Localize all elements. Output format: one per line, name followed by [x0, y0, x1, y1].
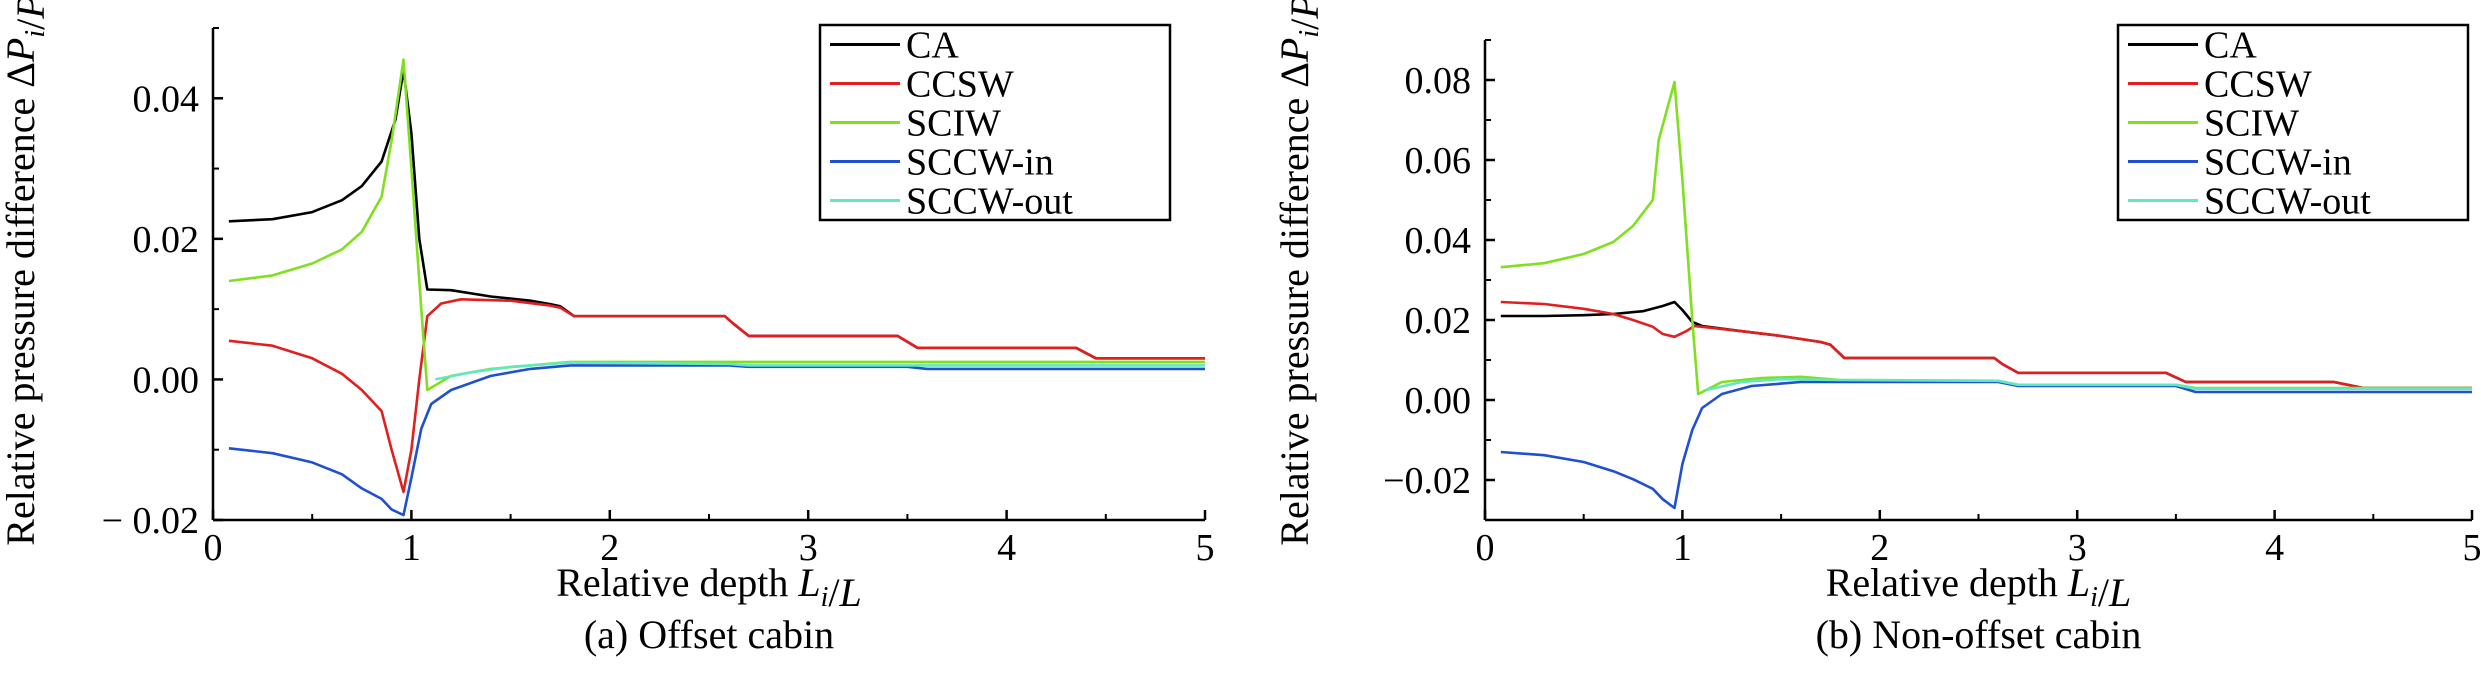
x-tick-label: 5	[1196, 527, 1215, 569]
x-tick-label: 2	[1870, 527, 1889, 569]
legend-label: CCSW	[2204, 64, 2312, 106]
y-tick-label: − 0.02	[102, 500, 199, 542]
legend-label: SCCW-out	[2204, 181, 2371, 223]
chart-panel-offset-cabin: 0 1 2 3 4 5 − 0.02 0.00 0.02 0.04 CACCSWSCIWSCCW-i…	[0, 0, 1215, 657]
legend-label: CCSW	[906, 64, 1014, 106]
legend-label: SCCW-in	[2204, 142, 2352, 184]
legend-label: SCIW	[906, 103, 1001, 145]
series-line-sccw-in	[228, 364, 1205, 517]
series-line-sccw-out	[1705, 377, 2472, 392]
y-tick-label: 0.08	[1405, 60, 1472, 102]
series-line-ccsw	[228, 298, 1205, 494]
legend-label: CA	[906, 25, 959, 67]
x-tick-label: 1	[402, 527, 421, 569]
x-tick-label: 4	[2265, 527, 2284, 569]
y-tick-label: 0.04	[133, 78, 200, 120]
x-tick-label: 4	[997, 527, 1016, 569]
x-axis-label: Relative depth Li/L	[556, 560, 862, 615]
x-tick-label: 0	[1476, 527, 1495, 569]
series-line-ca	[1500, 300, 2472, 390]
series-line-ccsw	[1500, 300, 2472, 390]
y-tick-label: −0.02	[1383, 460, 1471, 502]
y-tick-label: 0.06	[1405, 140, 1472, 182]
x-tick-label: 5	[2463, 527, 2481, 569]
y-axis-label: Relative pressure difference ΔPi/P	[1272, 0, 1327, 546]
y-tick-label: 0.04	[1405, 220, 1472, 262]
y-tick-label: 0.00	[133, 359, 200, 401]
series-line-sccw-out	[434, 361, 1205, 381]
panel-caption: (b) Non-offset cabin	[1816, 612, 2142, 657]
legend-label: SCIW	[2204, 103, 2299, 145]
panel-caption: (a) Offset cabin	[584, 612, 834, 657]
y-tick-label: 0.02	[133, 219, 200, 261]
y-tick-label: 0.00	[1405, 380, 1472, 422]
legend-label: SCCW-in	[906, 142, 1054, 184]
x-tick-label: 2	[600, 527, 619, 569]
x-tick-label: 1	[1673, 527, 1692, 569]
y-tick-label: 0.02	[1405, 300, 1472, 342]
chart-panel-non-offset-cabin: 0 1 2 3 4 5 −0.02 0.00 0.02 0.04 0.06 0.08 CACCSWSCI…	[1272, 0, 2481, 657]
legend-label: CA	[2204, 25, 2257, 67]
y-axis-label: Relative pressure difference ΔPi/P	[0, 0, 53, 546]
x-axis-label: Relative depth Li/L	[1826, 560, 2132, 615]
legend-label: SCCW-out	[906, 181, 1073, 223]
x-tick-label: 0	[204, 527, 223, 569]
x-tick-label: 3	[2068, 527, 2087, 569]
series-line-sccw-in	[1500, 380, 2472, 510]
x-tick-label: 3	[799, 527, 818, 569]
